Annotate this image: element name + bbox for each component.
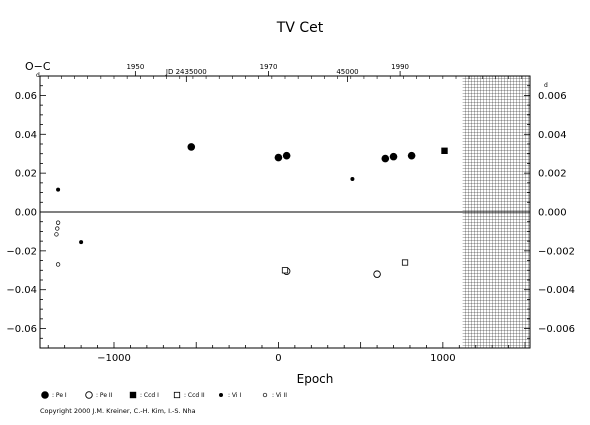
year-tick-label: 1950 <box>126 63 144 71</box>
y-tick-label-left: −0.04 <box>6 285 37 296</box>
x-tick-label: 0 <box>275 353 281 364</box>
legend-marker <box>173 391 181 399</box>
jd-tick-label: 45000 <box>336 68 358 76</box>
legend-marker-shape <box>85 391 93 399</box>
y-tick-label-left: −0.06 <box>6 324 37 335</box>
data-point <box>55 220 61 225</box>
data-point <box>282 151 291 160</box>
legend-marker <box>219 393 223 397</box>
y-tick-label-left: 0.00 <box>15 208 37 219</box>
data-point <box>373 270 381 278</box>
y-tick-label-right: 0.002 <box>538 169 567 180</box>
tick-labels: 0.06 0.006 0.04 0.004 0.02 0.002 0.00 0.000 −0.0… <box>6 91 575 364</box>
year-tick-label: 1990 <box>391 63 409 71</box>
y-tick-label-left: 0.06 <box>15 91 37 102</box>
data-point <box>54 232 59 237</box>
y-tick-label-left: 0.02 <box>15 169 37 180</box>
year-tick-label: 1970 <box>260 63 278 71</box>
jd-tick-label: JD 2435000 <box>165 68 207 76</box>
data-point <box>350 176 355 181</box>
legend-marker-shape <box>219 393 223 397</box>
y-axis-label-text: O−C <box>25 60 51 73</box>
data-point <box>441 147 448 154</box>
legend-label: : Pe II <box>96 392 113 399</box>
data-points <box>54 143 448 278</box>
data-point <box>274 153 283 162</box>
x-tick-label: −1000 <box>97 353 131 364</box>
top-axis-labels: 1950 1970 1990 JD 2435000 45000 <box>47 63 523 82</box>
data-point <box>55 262 61 267</box>
legend-marker <box>41 391 49 399</box>
data-point <box>187 143 196 151</box>
data-point <box>407 151 416 160</box>
legend-marker <box>262 392 268 398</box>
y-right-label-sub: d <box>544 82 548 89</box>
chart-title: TV Cet <box>276 20 324 36</box>
data-point <box>79 240 84 245</box>
y-tick-label-right: −0.004 <box>538 285 575 296</box>
data-point <box>381 154 390 163</box>
legend-marker-shape <box>41 391 49 399</box>
y-tick-label-right: 0.000 <box>538 208 567 219</box>
legend-label: : Ccd I <box>140 392 159 399</box>
y-tick-label-right: −0.006 <box>538 324 575 335</box>
y-axis-label-sub: d <box>36 72 40 79</box>
y-tick-label-left: −0.02 <box>6 246 37 257</box>
copyright-text: Copyright 2000 J.M. Kreiner, C.-H. Kim, … <box>40 407 196 415</box>
data-point <box>56 187 61 192</box>
legend-label: : Pe I <box>52 392 67 399</box>
legend-marker <box>85 391 93 399</box>
legend-marker-shape <box>262 392 268 398</box>
y-tick-label-left: 0.04 <box>15 130 37 141</box>
y-tick-label-right: 0.006 <box>538 91 567 102</box>
legend-label: : Vi I <box>228 392 242 399</box>
legend-marker <box>129 391 137 399</box>
axis-ticks <box>40 75 530 349</box>
y-tick-label-right: 0.004 <box>538 130 567 141</box>
legend-marker-shape <box>173 391 181 399</box>
legend-label: : Ccd II <box>184 392 205 399</box>
data-point <box>401 259 409 266</box>
legend-marker-shape <box>129 391 137 399</box>
legend-label: : Vi II <box>272 392 288 399</box>
y-axis-label: O−C d <box>25 60 51 79</box>
x-tick-label: 1000 <box>430 353 455 364</box>
y-tick-label-right: −0.002 <box>538 246 575 257</box>
data-point <box>389 152 398 161</box>
data-point <box>281 267 289 274</box>
x-axis-label: Epoch <box>297 372 334 386</box>
data-point <box>55 226 60 231</box>
